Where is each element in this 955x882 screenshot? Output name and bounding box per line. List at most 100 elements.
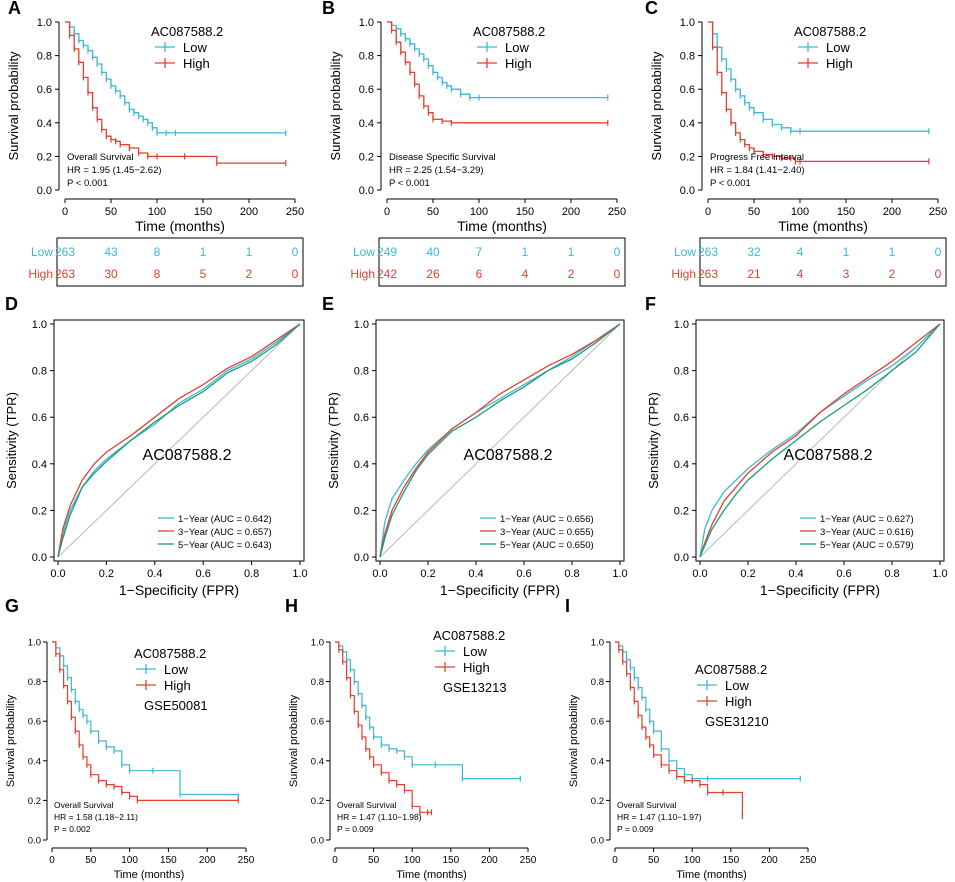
- x-tick-label: 250: [238, 855, 255, 866]
- x-tick-label: 0.6: [196, 568, 211, 580]
- y-tick-label: 0.2: [32, 505, 47, 517]
- legend-label: 1−Year (AUC = 0.627): [820, 514, 914, 525]
- y-tick-label: 0.2: [311, 796, 324, 807]
- geo-km-panel-g: G 0.0 0.2 0.4 0.6 0.8 1.0 0 50 100 150 200 250 Time (…: [5, 596, 255, 881]
- risk-cell-low: 43: [104, 245, 118, 259]
- x-tick-label: 0.6: [516, 568, 531, 580]
- risk-label-high: High: [671, 267, 696, 281]
- y-tick-label: 1.0: [354, 319, 369, 331]
- risk-label-low: Low: [31, 245, 53, 259]
- x-tick-label: 1.0: [932, 568, 947, 580]
- x-tick-label: 0.8: [244, 568, 259, 580]
- x-tick-label: 0: [705, 206, 711, 218]
- legend-title: AC087588.2: [433, 628, 505, 643]
- risk-cell-high: 4: [797, 267, 804, 281]
- y-tick-label: 0.4: [28, 756, 41, 767]
- y-axis-label: Survival probability: [568, 694, 580, 787]
- y-tick-label: 1.0: [32, 319, 47, 331]
- risk-cell-high: 263: [55, 267, 75, 281]
- x-axis-label: Time (months): [778, 218, 868, 234]
- y-tick-label: 0.4: [359, 118, 374, 130]
- gene-label: AC087588.2: [784, 447, 873, 464]
- risk-cell-high: 6: [476, 267, 483, 281]
- x-tick-label: 50: [427, 206, 439, 218]
- y-tick-label: 0.4: [591, 756, 604, 767]
- x-tick-label: 0.6: [836, 568, 851, 580]
- x-tick-label: 250: [520, 855, 537, 866]
- legend-label-low: Low: [505, 40, 529, 55]
- km-curve-low: [335, 641, 521, 780]
- y-tick-label: 0.2: [674, 505, 689, 517]
- km-curve-low: [52, 641, 239, 797]
- legend-label-high: High: [463, 660, 490, 675]
- risk-cell-high: 0: [614, 267, 621, 281]
- y-tick-label: 0.6: [28, 717, 41, 728]
- x-tick-label: 0.2: [420, 568, 435, 580]
- hazard-ratio: HR = 2.25 (1.54−3.29): [389, 165, 484, 176]
- x-tick-label: 100: [791, 206, 809, 218]
- endpoint-label: Overall Survival: [337, 800, 397, 810]
- x-tick-label: 150: [160, 855, 177, 866]
- x-axis-label: 1−Specificity (FPR): [119, 582, 239, 598]
- y-axis-label: Survival probability: [288, 694, 300, 787]
- y-tick-label: 0.2: [37, 151, 52, 163]
- x-tick-label: 200: [199, 855, 216, 866]
- risk-cell-low: 0: [292, 245, 299, 259]
- x-axis-label: Time (months): [135, 218, 225, 234]
- x-tick-label: 0: [612, 855, 618, 866]
- x-tick-label: 250: [929, 206, 947, 218]
- legend-label-low: Low: [164, 662, 188, 677]
- x-axis-label: Time (months): [114, 869, 185, 881]
- legend-label: 1−Year (AUC = 0.642): [178, 514, 272, 525]
- x-tick-label: 0.8: [884, 568, 899, 580]
- roc-panel-d: D 0.00.0 0.2 0.2 0.4 0.4 0.6 0.6 0.8 0.8 1.0 1.0 1−S…: [4, 294, 308, 598]
- x-tick-label: 100: [148, 206, 166, 218]
- risk-cell-low: 4: [797, 245, 804, 259]
- legend-label-high: High: [183, 56, 210, 71]
- risk-cell-high: 2: [889, 267, 896, 281]
- roc-panel-f: F 0.00.0 0.2 0.2 0.4 0.4 0.6 0.6 0.8 0.8 1.0 1.0 1−S…: [645, 294, 948, 598]
- y-tick-label: 0.6: [359, 84, 374, 96]
- plot-border: [53, 319, 305, 562]
- endpoint-label: Disease Specific Survival: [389, 152, 496, 163]
- legend-title: AC087588.2: [794, 24, 866, 39]
- y-tick-label: 0.6: [591, 717, 604, 728]
- risk-cell-high: 26: [426, 267, 440, 281]
- risk-table-border: [56, 237, 304, 287]
- x-tick-label: 50: [85, 855, 97, 866]
- endpoint-label: Progress Free Interval: [710, 152, 804, 163]
- roc-curve-5-year: [699, 323, 941, 558]
- x-tick-label: 100: [121, 855, 138, 866]
- y-tick-label: 0.6: [674, 412, 689, 424]
- x-tick-label: 150: [194, 206, 212, 218]
- y-axis-label: Survival probability: [5, 694, 17, 787]
- gene-label: AC087588.2: [464, 447, 553, 464]
- y-tick-label: 0.2: [354, 505, 369, 517]
- x-tick-label: 0.4: [788, 568, 803, 580]
- y-axis-label: Sensitivity (TPR): [326, 392, 341, 489]
- x-tick-label: 0.8: [564, 568, 579, 580]
- endpoint-label: Overall Survival: [617, 800, 677, 810]
- hazard-ratio: HR = 1.84 (1.41−2.40): [710, 165, 805, 176]
- y-tick-label: 0.0: [311, 836, 324, 847]
- risk-cell-low: 8: [154, 245, 161, 259]
- legend-title: AC087588.2: [151, 24, 223, 39]
- risk-cell-low: 1: [522, 245, 529, 259]
- y-tick-label: 0.8: [680, 51, 695, 63]
- x-tick-label: 200: [761, 855, 778, 866]
- risk-cell-high: 8: [154, 267, 161, 281]
- y-tick-label: 0.0: [591, 836, 604, 847]
- legend-label-high: High: [725, 694, 752, 709]
- y-tick-label: 0.6: [354, 412, 369, 424]
- x-tick-label: 50: [105, 206, 117, 218]
- gene-label: AC087588.2: [143, 447, 232, 464]
- reference-diagonal: [699, 323, 941, 558]
- y-tick-label: 0.4: [37, 118, 52, 130]
- km-curve-high: [65, 21, 286, 164]
- x-axis-label: Time (months): [676, 869, 747, 881]
- risk-cell-low: 7: [476, 245, 483, 259]
- y-tick-label: 0.4: [32, 459, 47, 471]
- dataset-label: GSE13213: [443, 680, 507, 695]
